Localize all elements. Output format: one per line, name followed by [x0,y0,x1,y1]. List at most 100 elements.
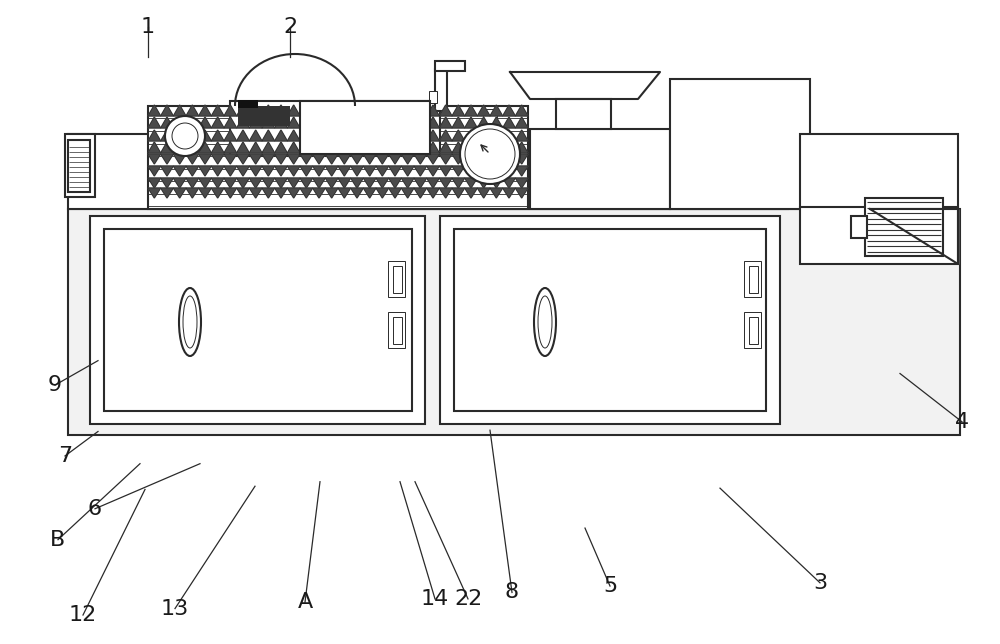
Polygon shape [503,154,515,164]
Polygon shape [414,178,427,188]
Bar [148,106,528,209]
Polygon shape [186,166,199,176]
Polygon shape [262,166,275,176]
Bar [800,134,958,209]
Polygon shape [452,142,465,153]
Polygon shape [389,178,401,188]
Polygon shape [401,154,414,164]
Polygon shape [414,154,427,164]
Text: B: B [50,529,66,550]
Polygon shape [199,188,211,198]
Bar [393,317,402,344]
Polygon shape [325,105,338,116]
Polygon shape [452,130,465,141]
Polygon shape [161,154,173,164]
Polygon shape [211,130,224,141]
Circle shape [460,124,520,184]
Text: 1: 1 [141,17,155,37]
Polygon shape [401,178,414,188]
Ellipse shape [538,296,552,348]
Polygon shape [199,142,211,153]
Polygon shape [313,130,325,141]
Polygon shape [287,117,300,128]
Polygon shape [477,178,490,188]
Circle shape [165,116,205,156]
Polygon shape [313,188,325,198]
Polygon shape [161,166,173,176]
Polygon shape [503,166,515,176]
Polygon shape [376,117,389,128]
Polygon shape [275,154,287,164]
Polygon shape [477,142,490,153]
Text: 7: 7 [58,446,72,466]
Polygon shape [224,105,237,116]
Polygon shape [325,154,338,164]
Polygon shape [325,130,338,141]
Polygon shape [262,178,275,188]
Polygon shape [363,142,376,153]
Polygon shape [452,166,465,176]
Polygon shape [313,178,325,188]
Polygon shape [870,209,958,264]
Polygon shape [186,188,199,198]
Polygon shape [224,142,237,153]
Bar [800,207,958,264]
Polygon shape [300,105,313,116]
Polygon shape [401,117,414,128]
Polygon shape [224,154,237,164]
Polygon shape [510,72,660,99]
Bar [238,106,290,126]
Bar [429,91,437,103]
Polygon shape [427,188,439,198]
Polygon shape [389,105,401,116]
Polygon shape [199,130,211,141]
Polygon shape [490,154,503,164]
Polygon shape [211,188,224,198]
Polygon shape [439,105,452,116]
Polygon shape [490,188,503,198]
Polygon shape [262,105,275,116]
Polygon shape [148,188,161,198]
Polygon shape [148,178,161,188]
Text: A: A [297,592,313,612]
Text: 14: 14 [421,589,449,609]
Polygon shape [427,142,439,153]
Polygon shape [515,117,528,128]
Polygon shape [249,178,262,188]
Text: 6: 6 [88,498,102,519]
Polygon shape [186,178,199,188]
Polygon shape [173,178,186,188]
Polygon shape [376,178,389,188]
Polygon shape [452,117,465,128]
Polygon shape [173,166,186,176]
Polygon shape [287,130,300,141]
Polygon shape [515,188,528,198]
Ellipse shape [534,288,556,356]
Polygon shape [211,154,224,164]
Bar [483,109,497,125]
Polygon shape [186,117,199,128]
Bar [68,134,788,209]
Bar [104,229,412,411]
Polygon shape [503,105,515,116]
Polygon shape [490,178,503,188]
Polygon shape [249,188,262,198]
Polygon shape [465,178,477,188]
Polygon shape [515,166,528,176]
Polygon shape [338,188,351,198]
Polygon shape [351,105,363,116]
Polygon shape [313,117,325,128]
Polygon shape [173,154,186,164]
Polygon shape [300,166,313,176]
Text: 5: 5 [603,576,617,596]
Polygon shape [287,154,300,164]
Polygon shape [439,188,452,198]
Bar [238,100,258,108]
Polygon shape [338,154,351,164]
Bar [300,101,430,154]
Text: 3: 3 [813,573,827,593]
Polygon shape [173,130,186,141]
Bar [68,209,960,435]
Polygon shape [275,130,287,141]
Polygon shape [389,154,401,164]
